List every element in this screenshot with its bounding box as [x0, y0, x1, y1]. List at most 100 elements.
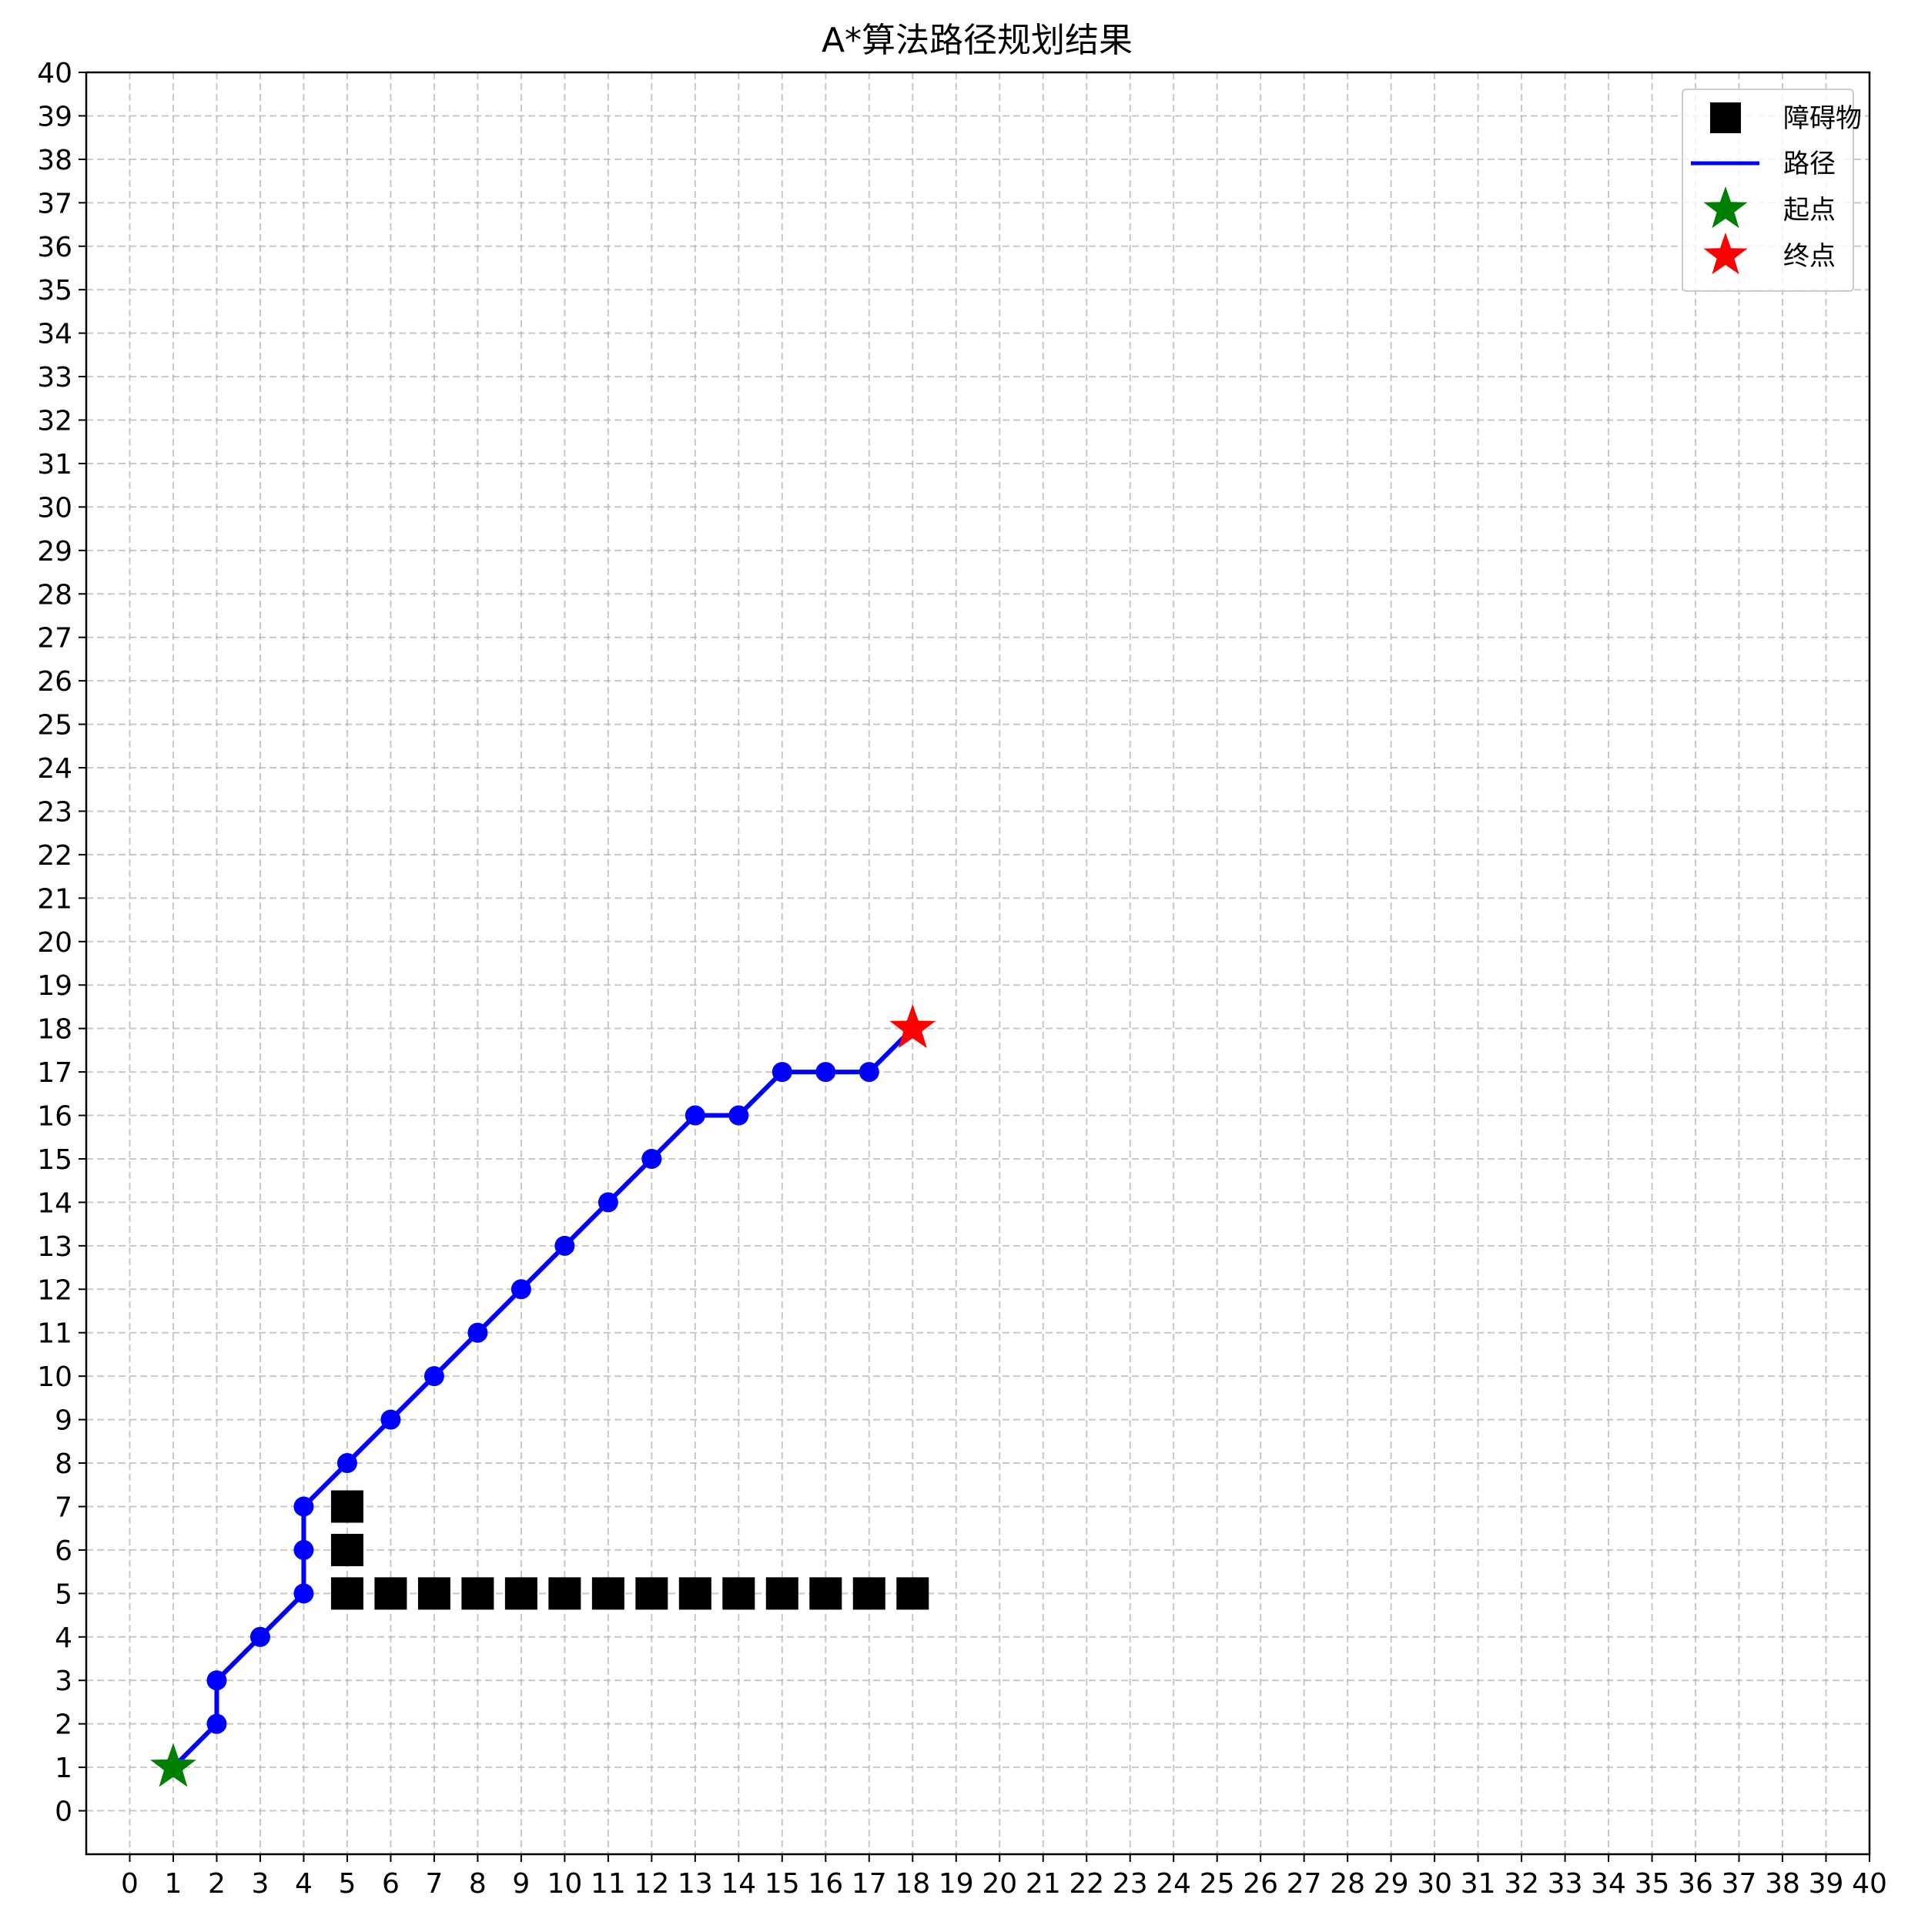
- legend-obstacle-label: 障碍物: [1783, 103, 1862, 134]
- path-point: [293, 1496, 314, 1517]
- x-tick-label: 34: [1591, 1868, 1626, 1900]
- y-tick-label: 17: [37, 1057, 72, 1089]
- y-tick-label: 1: [55, 1753, 72, 1784]
- x-tick-label: 32: [1504, 1868, 1539, 1900]
- path-point: [380, 1409, 401, 1430]
- path-point: [293, 1539, 314, 1560]
- y-tick-label: 29: [37, 536, 72, 568]
- obstacle-square: [591, 1577, 624, 1610]
- path-point: [728, 1105, 749, 1126]
- chart-title: A*算法路径规划结果: [822, 21, 1133, 60]
- x-tick-label: 33: [1548, 1868, 1583, 1900]
- path-point: [685, 1105, 705, 1126]
- y-tick-label: 24: [37, 753, 72, 785]
- legend-start-star-icon: [1703, 186, 1748, 229]
- path-point: [467, 1322, 488, 1343]
- obstacle-square: [809, 1577, 842, 1610]
- y-tick-label: 15: [37, 1144, 72, 1176]
- x-tick-label: 10: [547, 1868, 582, 1900]
- obstacle-square: [461, 1577, 494, 1610]
- obstacle-square: [765, 1577, 798, 1610]
- path-point: [206, 1713, 227, 1734]
- obstacle-square: [330, 1577, 363, 1610]
- x-tick-label: 36: [1678, 1868, 1713, 1900]
- y-tick-label: 22: [37, 840, 72, 872]
- x-tick-label: 2: [208, 1868, 226, 1900]
- x-tick-label: 24: [1156, 1868, 1191, 1900]
- y-tick-label: 25: [37, 710, 72, 742]
- y-tick-label: 36: [37, 232, 72, 263]
- x-tick-label: 29: [1374, 1868, 1409, 1900]
- path-point: [510, 1279, 531, 1300]
- x-tick-label: 14: [721, 1868, 756, 1900]
- obstacle-layer: [330, 1490, 929, 1610]
- y-tick-label: 9: [55, 1405, 72, 1437]
- x-tick-label: 37: [1722, 1868, 1757, 1900]
- legend-path-label: 路径: [1783, 149, 1836, 179]
- path-point: [554, 1235, 575, 1256]
- goal-marker-star: [889, 1004, 936, 1049]
- obstacle-square: [896, 1577, 929, 1610]
- grid-layer: [86, 72, 1870, 1854]
- y-tick-label: 11: [37, 1318, 72, 1350]
- y-tick-label: 33: [37, 362, 72, 393]
- path-point: [293, 1583, 314, 1604]
- x-tick-label: 27: [1287, 1868, 1322, 1900]
- y-tick-label: 19: [37, 970, 72, 1002]
- y-tick-label: 21: [37, 883, 72, 915]
- path-point: [249, 1626, 270, 1647]
- y-tick-label: 10: [37, 1361, 72, 1393]
- path-point: [598, 1192, 618, 1213]
- start-marker-star: [149, 1743, 196, 1787]
- obstacle-square: [852, 1577, 885, 1610]
- y-tick-label: 7: [55, 1492, 72, 1523]
- obstacle-square: [504, 1577, 537, 1610]
- x-tick-label: 18: [895, 1868, 930, 1900]
- path-point: [336, 1453, 357, 1474]
- path-point: [772, 1062, 792, 1083]
- legend-start-label: 起点: [1783, 195, 1836, 226]
- x-tick-label: 26: [1243, 1868, 1278, 1900]
- x-tick-label: 39: [1809, 1868, 1844, 1900]
- x-tick-label: 1: [165, 1868, 182, 1900]
- obstacle-square: [374, 1577, 407, 1610]
- obstacle-square: [330, 1533, 363, 1566]
- x-tick-label: 19: [939, 1868, 974, 1900]
- plot-frame: [85, 71, 1871, 1856]
- x-tick-label: 17: [852, 1868, 887, 1900]
- x-tick-label: 38: [1765, 1868, 1800, 1900]
- x-tick-label: 23: [1113, 1868, 1148, 1900]
- axes-layer: 0 1 2 3 4 5 6 7 8 9 10 11 12 13 14 15 16 17 18 19 20 21 22 23 24…: [37, 58, 1887, 1900]
- y-tick-label: 14: [37, 1187, 72, 1219]
- path-point: [859, 1062, 879, 1083]
- obstacle-square: [548, 1577, 581, 1610]
- x-tick-label: 20: [982, 1868, 1017, 1900]
- y-tick-label: 12: [37, 1274, 72, 1306]
- legend: 障碍物 路径 起点 终点: [1682, 89, 1862, 292]
- legend-goal-star-icon: [1703, 233, 1748, 275]
- path-point: [423, 1366, 444, 1387]
- y-tick-label: 38: [37, 145, 72, 176]
- y-tick-label: 0: [55, 1796, 72, 1828]
- y-tick-label: 23: [37, 796, 72, 828]
- path-point: [815, 1062, 836, 1083]
- y-tick-label: 26: [37, 666, 72, 698]
- path-point: [206, 1670, 227, 1691]
- path-layer: [162, 1018, 923, 1778]
- y-tick-label: 37: [37, 188, 72, 219]
- x-tick-label: 40: [1852, 1868, 1887, 1900]
- obstacle-square: [330, 1490, 363, 1523]
- y-tick-label: 20: [37, 927, 72, 959]
- x-tick-label: 30: [1417, 1868, 1452, 1900]
- y-tick-label: 18: [37, 1014, 72, 1046]
- legend-goal-star-shape: [1703, 233, 1748, 275]
- y-tick-label: 6: [55, 1535, 72, 1567]
- y-tick-label: 16: [37, 1101, 72, 1133]
- x-tick-label: 13: [678, 1868, 713, 1900]
- x-tick-label: 22: [1069, 1868, 1104, 1900]
- y-tick-label: 39: [37, 101, 72, 132]
- x-tick-label: 9: [512, 1868, 530, 1900]
- y-tick-label: 2: [55, 1709, 72, 1741]
